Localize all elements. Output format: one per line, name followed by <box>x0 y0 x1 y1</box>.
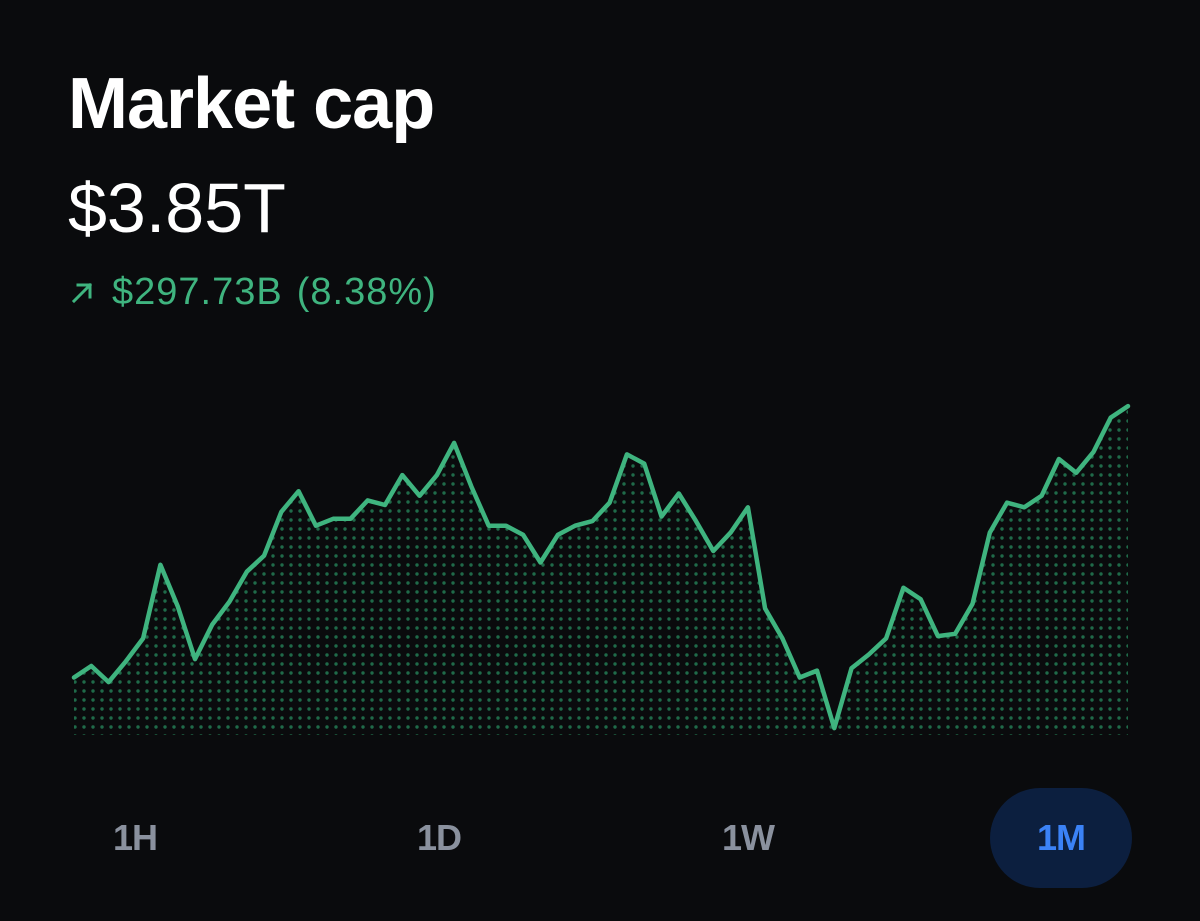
change-percent: (8.38%) <box>296 271 437 313</box>
range-button-1h[interactable]: 1H <box>112 817 158 858</box>
chart-area-fill <box>74 406 1128 735</box>
time-range-selector: 1H 1D 1W 1M <box>0 788 1200 888</box>
page-title: Market cap <box>68 64 435 144</box>
market-cap-value: $3.85T <box>68 169 286 247</box>
chart-series-line <box>71 403 1131 731</box>
arrow-up-right-icon <box>71 282 93 304</box>
market-cap-header: Market cap $3.85T $297.73B (8.38%) <box>68 64 437 314</box>
range-button-1w[interactable]: 1W <box>722 817 775 858</box>
market-cap-chart <box>71 403 1131 735</box>
change-amount: $297.73B <box>112 271 283 313</box>
range-button-1m[interactable]: 1M <box>990 788 1132 888</box>
market-cap-change: $297.73B (8.38%) <box>68 270 437 314</box>
range-button-1d[interactable]: 1D <box>416 817 462 858</box>
